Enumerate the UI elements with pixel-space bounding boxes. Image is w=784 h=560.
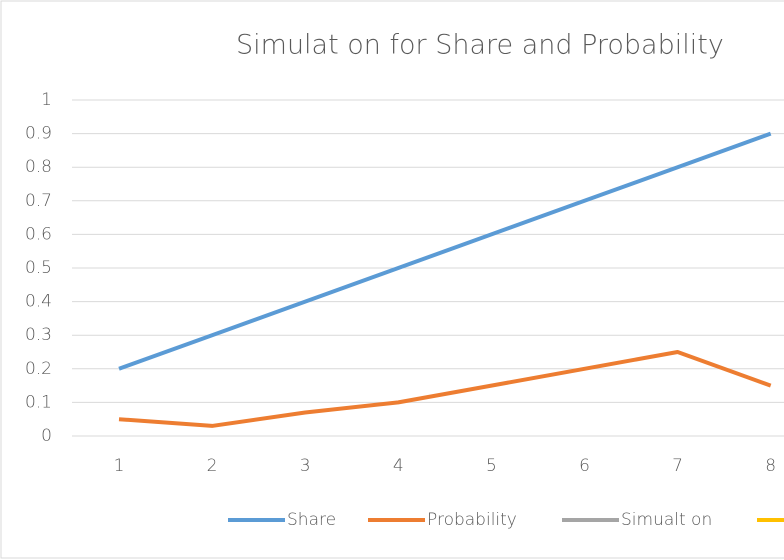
series-line <box>118 131 772 371</box>
series-line <box>118 350 772 428</box>
x-tick-label: 1 <box>114 456 125 476</box>
x-tick-label: 8 <box>765 456 776 476</box>
y-tick-label: 0.5 <box>25 258 52 278</box>
x-tick-label: 3 <box>300 456 311 476</box>
y-tick-label: 0.6 <box>25 224 52 244</box>
y-tick-label: 0.1 <box>25 392 52 412</box>
x-tick-label: 7 <box>672 456 683 476</box>
y-tick-label: 0.2 <box>25 359 52 379</box>
x-tick-label: 5 <box>486 456 497 476</box>
y-tick-label: 0.4 <box>25 292 52 312</box>
y-tick-label: 0.7 <box>25 191 52 211</box>
legend-label: Simualt on <box>621 510 712 530</box>
y-tick-label: 0.9 <box>25 124 52 144</box>
legend-label: Share <box>287 510 336 530</box>
x-tick-label: 4 <box>393 456 404 476</box>
y-tick-label: 0 <box>41 426 52 446</box>
x-tick-label: 6 <box>579 456 590 476</box>
y-tick-label: 1 <box>41 90 52 110</box>
chart-title: Simulat on for Share and Probability <box>236 30 724 61</box>
y-tick-label: 0.3 <box>25 325 52 345</box>
legend-label: Probability <box>427 510 517 530</box>
y-tick-label: 0.8 <box>25 157 52 177</box>
x-tick-label: 2 <box>207 456 218 476</box>
